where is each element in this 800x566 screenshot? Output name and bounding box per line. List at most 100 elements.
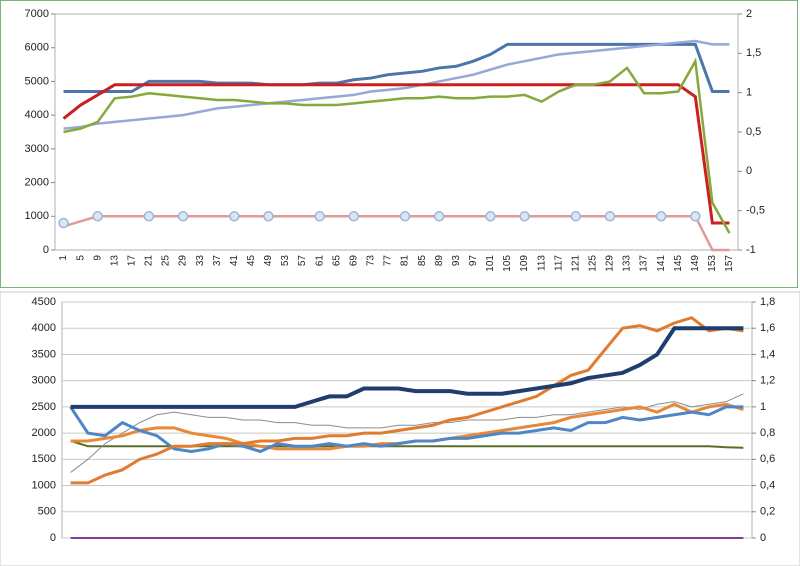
y2-tick-label: 0,2: [760, 506, 775, 518]
x-tick-label: 57: [297, 255, 308, 267]
marker: [690, 211, 701, 222]
x-tick-label: 21: [144, 255, 155, 267]
x-tick-label: 25: [161, 255, 172, 267]
y2-tick-label: 1: [760, 401, 766, 413]
series-line: [62, 83, 730, 225]
x-tick-label: 29: [178, 255, 189, 267]
x-tick-label: 89: [434, 255, 445, 267]
x-tick-label: 41: [229, 255, 240, 267]
x-tick-label: 33: [195, 255, 206, 267]
y-tick-label: 0: [43, 244, 49, 256]
y2-tick-label: 1,6: [760, 322, 775, 334]
y2-tick-label: 0: [746, 165, 752, 177]
y-tick-label: 2500: [32, 401, 56, 413]
x-tick-label: 73: [366, 255, 377, 267]
x-tick-label: 69: [348, 255, 359, 267]
x-tick-label: 125: [588, 255, 599, 272]
x-tick-label: 65: [331, 255, 342, 267]
x-tick-label: 17: [126, 255, 137, 267]
x-tick-label: 53: [280, 255, 291, 267]
y-tick-label: 4000: [25, 109, 49, 121]
y-tick-label: 500: [38, 506, 56, 518]
marker: [485, 211, 496, 222]
y-tick-label: 1000: [32, 479, 56, 491]
y2-tick-label: -0,5: [746, 205, 765, 217]
x-tick-label: 157: [724, 255, 735, 272]
series-line: [70, 316, 744, 485]
x-tick-label: 145: [673, 255, 684, 272]
x-tick-label: 9: [92, 255, 103, 261]
marker: [58, 217, 69, 229]
chart-frame: [0, 0, 798, 288]
y2-tick-label: 1,4: [760, 348, 775, 360]
x-tick-label: 45: [246, 255, 257, 267]
x-tick-label: 153: [707, 255, 718, 272]
x-tick-label: 49: [263, 255, 274, 267]
marker: [177, 211, 189, 222]
x-tick-label: 129: [605, 255, 616, 272]
x-tick-label: 81: [400, 255, 411, 267]
x-tick-label: 105: [502, 255, 513, 272]
marker: [399, 211, 411, 222]
y-tick-label: 3000: [32, 375, 56, 387]
y-tick-label: 2000: [32, 427, 56, 439]
y2-tick-label: 1: [746, 87, 752, 99]
y-tick-label: 4000: [32, 322, 56, 334]
series-line: [63, 39, 730, 130]
x-tick-label: 97: [468, 255, 479, 267]
x-tick-label: 109: [519, 255, 530, 272]
y-tick-label: 3000: [25, 143, 49, 155]
y-tick-label: 1500: [32, 453, 56, 465]
x-tick-label: 141: [656, 255, 667, 272]
x-tick-label: 1: [58, 255, 69, 261]
y2-tick-label: 0: [760, 532, 766, 544]
marker: [433, 211, 445, 222]
y-tick-label: 0: [50, 532, 56, 544]
x-tick-label: 121: [570, 255, 581, 272]
series-line: [63, 57, 731, 234]
y2-tick-label: -1: [746, 244, 756, 256]
y2-tick-label: 1,5: [746, 47, 761, 59]
y2-tick-label: 0,4: [760, 479, 775, 491]
x-tick-label: 13: [109, 255, 120, 267]
y-tick-label: 3500: [32, 348, 56, 360]
x-tick-label: 61: [314, 255, 325, 267]
marker: [143, 211, 155, 222]
x-tick-label: 117: [553, 255, 564, 271]
x-tick-label: 5: [75, 255, 86, 261]
y-tick-label: 5000: [25, 75, 49, 87]
series-line: [70, 326, 744, 409]
series-line: [69, 405, 744, 454]
y2-tick-label: 1,8: [760, 296, 775, 308]
y2-tick-label: 0,5: [746, 126, 761, 138]
y2-tick-label: 0,6: [760, 453, 775, 465]
marker: [519, 211, 530, 222]
series-line: [63, 215, 730, 252]
x-tick-label: 149: [690, 255, 701, 272]
marker: [570, 211, 582, 222]
x-tick-label: 113: [536, 255, 547, 271]
marker: [263, 211, 274, 222]
x-tick-label: 137: [639, 255, 650, 272]
series-line: [63, 42, 730, 94]
y2-tick-label: 0,8: [760, 427, 775, 439]
y-tick-label: 7000: [25, 8, 49, 20]
marker: [229, 211, 240, 222]
y-tick-label: 1000: [25, 210, 49, 222]
y-tick-label: 4500: [32, 296, 56, 308]
y2-tick-label: 1,2: [760, 375, 775, 387]
y-tick-label: 2000: [25, 176, 49, 188]
marker: [655, 211, 667, 222]
marker: [348, 211, 360, 222]
x-tick-label: 77: [383, 255, 394, 267]
x-tick-label: 133: [622, 255, 633, 272]
plot-area: [54, 13, 739, 251]
y2-tick-label: 2: [746, 8, 752, 20]
x-tick-label: 93: [451, 255, 462, 267]
y-tick-label: 6000: [25, 42, 49, 54]
x-tick-label: 101: [485, 255, 496, 272]
marker: [92, 211, 103, 222]
x-tick-label: 37: [212, 255, 223, 267]
marker: [604, 211, 616, 222]
